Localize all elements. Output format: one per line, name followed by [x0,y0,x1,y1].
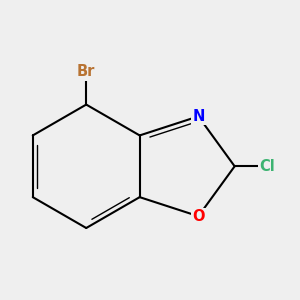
Text: O: O [192,209,205,224]
Text: Cl: Cl [259,159,275,174]
Text: Br: Br [77,64,95,80]
Text: N: N [192,109,205,124]
